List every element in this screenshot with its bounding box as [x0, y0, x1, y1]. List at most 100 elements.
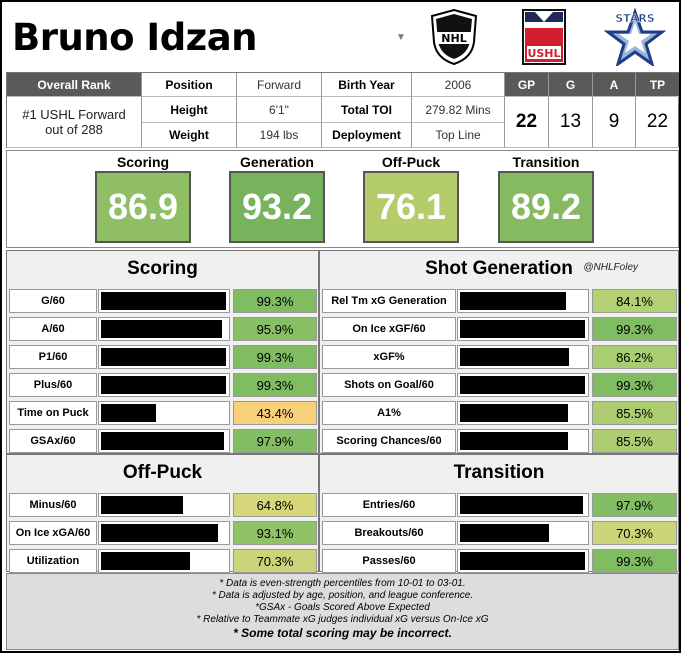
metric-bar-track	[457, 317, 589, 341]
metric-bar-track	[457, 401, 589, 425]
metric-label: On Ice xGA/60	[9, 521, 97, 545]
footnote: * Relative to Teammate xG judges individ…	[196, 614, 489, 625]
metric-percentile: 99.3%	[592, 317, 677, 341]
ushl-logo: USHL	[522, 9, 566, 65]
footnote: * Data is even-strength percentiles from…	[219, 578, 466, 589]
stat-gp-label: GP	[505, 73, 549, 97]
weight-label: Weight	[142, 123, 237, 148]
scoring-panel: Scoring G/60 99.3% A/60 95.9% P1/60 99.3% Plus…	[6, 250, 319, 454]
metric-bar-track	[457, 289, 589, 313]
footnotes: * Data is even-strength percentiles from…	[6, 573, 679, 650]
metric-bar-track	[457, 373, 589, 397]
metric-row: Utilization 70.3%	[7, 547, 318, 575]
position-value: Forward	[237, 73, 322, 97]
metric-bar	[101, 348, 226, 366]
height-value: 6'1"	[237, 97, 322, 123]
metric-bar	[101, 496, 183, 514]
metric-bar-track	[98, 373, 230, 397]
deployment-value: Top Line	[412, 123, 505, 148]
score-transition: Transition 89.2	[498, 153, 594, 243]
metric-bar-track	[457, 345, 589, 369]
stat-tp-label: TP	[636, 73, 679, 97]
caret-down-icon[interactable]: ▼	[396, 32, 406, 43]
shot-generation-panel-title: Shot Generation	[425, 258, 573, 279]
metric-percentile: 97.9%	[592, 493, 677, 517]
metric-bar	[460, 376, 585, 394]
metric-percentile: 70.3%	[592, 521, 677, 545]
metric-bar	[101, 524, 218, 542]
metric-label: A1%	[322, 401, 456, 425]
metric-percentile: 99.3%	[233, 289, 317, 313]
metric-bar-track	[98, 429, 230, 453]
footnote: *GSAx - Goals Scored Above Expected	[255, 602, 430, 613]
stat-g-label: G	[549, 73, 593, 97]
metric-bar	[101, 552, 190, 570]
metric-label: GSAx/60	[9, 429, 97, 453]
metric-label: G/60	[9, 289, 97, 313]
metric-row: Plus/60 99.3%	[7, 371, 318, 399]
metric-bar-track	[457, 521, 589, 545]
ushl-logo-text: USHL	[527, 47, 560, 60]
metric-percentile: 70.3%	[233, 549, 317, 573]
header: Bruno Idzan ▼ NHL USHL STARS	[4, 4, 681, 70]
metric-row: Shots on Goal/60 99.3%	[320, 371, 678, 399]
score-generation: Generation 93.2	[229, 153, 325, 243]
score-value: 76.1	[363, 171, 459, 243]
metric-row: Scoring Chances/60 85.5%	[320, 427, 678, 455]
author-credit: @NHLFoley	[583, 262, 638, 273]
metric-label: A/60	[9, 317, 97, 341]
score-label: Generation	[240, 154, 314, 170]
player-info-table: Overall Rank #1 USHL Forward out of 288 …	[6, 72, 679, 148]
metric-percentile: 93.1%	[233, 521, 317, 545]
metric-label: P1/60	[9, 345, 97, 369]
score-label: Scoring	[116, 154, 170, 170]
metric-percentile: 99.3%	[592, 549, 677, 573]
birth-year-value: 2006	[412, 73, 505, 97]
metric-label: Minus/60	[9, 493, 97, 517]
metric-row: A/60 95.9%	[7, 315, 318, 343]
score-off-puck: Off-Puck 76.1	[363, 153, 459, 243]
score-scoring: Scoring 86.9	[95, 153, 191, 243]
metric-label: Passes/60	[322, 549, 456, 573]
metric-label: Plus/60	[9, 373, 97, 397]
metric-row: Passes/60 99.3%	[320, 547, 678, 575]
metric-row: Rel Tm xG Generation 84.1%	[320, 287, 678, 315]
off-puck-panel: Off-Puck Minus/60 64.8% On Ice xGA/60 93.1%…	[6, 454, 319, 575]
metric-row: Breakouts/60 70.3%	[320, 519, 678, 547]
metric-bar	[460, 292, 566, 310]
metric-bar	[101, 376, 226, 394]
metric-label: Entries/60	[322, 493, 456, 517]
metric-bar-track	[98, 317, 230, 341]
metric-bar-track	[98, 289, 230, 313]
metric-bar	[460, 524, 549, 542]
metric-row: G/60 99.3%	[7, 287, 318, 315]
weight-value: 194 lbs	[237, 123, 322, 148]
metric-bar-track	[457, 429, 589, 453]
stars-logo: STARS	[604, 8, 666, 66]
metric-percentile: 97.9%	[233, 429, 317, 453]
metric-percentile: 85.5%	[592, 401, 677, 425]
height-label: Height	[142, 97, 237, 123]
total-toi-value: 279.82 Mins	[412, 97, 505, 123]
category-scores: Scoring 86.9 Generation 93.2 Off-Puck 76…	[6, 150, 679, 248]
metric-percentile: 95.9%	[233, 317, 317, 341]
metric-label: Shots on Goal/60	[322, 373, 456, 397]
metric-bar	[101, 320, 222, 338]
metric-row: A1% 85.5%	[320, 399, 678, 427]
nhl-logo-text: NHL	[441, 32, 466, 45]
metric-label: On Ice xGF/60	[322, 317, 456, 341]
metric-percentile: 99.3%	[233, 373, 317, 397]
metric-percentile: 86.2%	[592, 345, 677, 369]
nhl-logo: NHL	[430, 8, 478, 66]
transition-panel-title: Transition	[453, 462, 545, 483]
metric-label: xGF%	[322, 345, 456, 369]
shot-generation-panel: Shot Generation @NHLFoley Rel Tm xG Gene…	[319, 250, 679, 454]
metric-label: Breakouts/60	[322, 521, 456, 545]
metric-row: On Ice xGA/60 93.1%	[7, 519, 318, 547]
metric-percentile: 99.3%	[233, 345, 317, 369]
footnote-disclaimer: * Some total scoring may be incorrect.	[233, 626, 452, 640]
metric-percentile: 99.3%	[592, 373, 677, 397]
transition-panel: Transition Entries/60 97.9% Breakouts/60 70…	[319, 454, 679, 575]
birth-year-label: Birth Year	[322, 73, 412, 97]
